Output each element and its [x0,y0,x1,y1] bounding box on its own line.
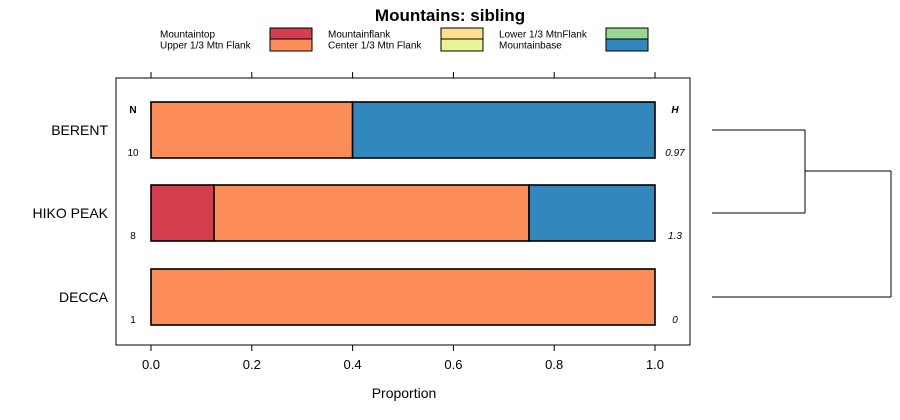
plot-frame [115,77,691,346]
category-label-decca: DECCA [59,289,109,305]
x-axis: 0.0 0.2 0.4 0.6 0.8 1.0 [142,72,664,372]
legend-label-mountaintop: Mountaintop [160,30,215,41]
legend-swatch-lower-1-3-mtnflank [605,27,649,41]
bar-hiko-peak-mountainbase [528,184,656,242]
legend-swatch-mountainflank [440,27,484,41]
legend-label-center-1-3-mtn-flank: Center 1/3 Mtn Flank [328,41,422,52]
legend-swatch-upper-1-3-mtn-flank [269,38,313,52]
n-value-decca: 1 [130,315,136,326]
n-header: N [129,105,136,116]
legend-swatch-center-1-3-mtn-flank [440,38,484,52]
x-tick-label-1-0: 1.0 [646,357,664,372]
x-tick-label-0-0: 0.0 [142,357,160,372]
bars [150,101,656,326]
dendrogram [712,129,892,298]
bar-hiko-peak-upper-1-3-mtn-flank [213,184,530,242]
legend-label-mountainbase: Mountainbase [499,41,562,52]
bar-decca-upper-1-3-mtn-flank [150,268,656,326]
x-tick-label-0-8: 0.8 [545,357,563,372]
x-tick-label-0-2: 0.2 [243,357,261,372]
legend-label-mountainflank: Mountainflank [328,30,391,41]
n-value-hiko-peak: 8 [130,231,136,242]
bar-berent-upper-1-3-mtn-flank [150,101,354,159]
chart-title: Mountains: sibling [375,6,525,25]
n-value-berent: 10 [127,148,139,159]
legend-label-upper-1-3-mtn-flank: Upper 1/3 Mtn Flank [160,41,252,52]
category-label-berent: BERENT [51,122,108,138]
h-labels: H 0.97 1.3 0 [665,105,685,326]
h-value-berent: 0.97 [665,148,685,159]
legend-label-lower-1-3-mtnflank: Lower 1/3 MtnFlank [499,30,588,41]
bar-hiko-peak-mountaintop [150,184,215,242]
x-axis-title: Proportion [372,385,437,401]
h-value-decca: 0 [672,315,678,326]
bar-berent-mountainbase [351,101,656,159]
category-labels: BERENT HIKO PEAK DECCA [33,122,109,305]
x-tick-label-0-4: 0.4 [344,357,362,372]
category-label-hiko-peak: HIKO PEAK [33,205,109,221]
h-value-hiko-peak: 1.3 [668,231,682,242]
x-tick-label-0-6: 0.6 [444,357,462,372]
legend-swatch-mountainbase [605,38,649,52]
legend-swatch-mountaintop [269,27,313,41]
n-labels: N 10 8 1 [127,105,139,326]
h-header: H [671,105,679,116]
